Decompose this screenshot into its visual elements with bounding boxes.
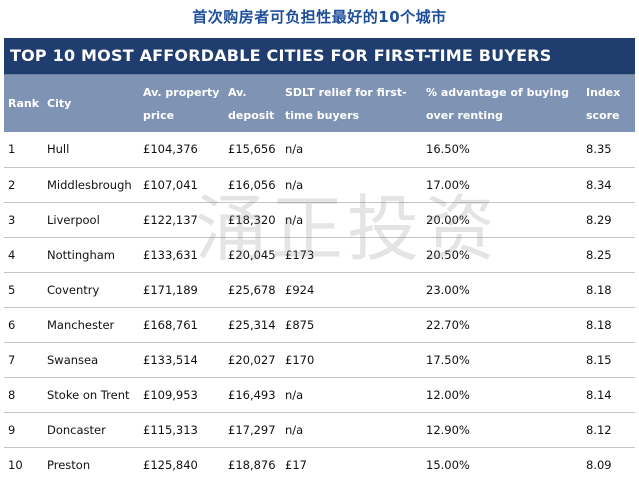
city-cell: Nottingham — [47, 247, 115, 262]
table-row: 9 Doncaster £115,313 £17,297 n/a 12.90% … — [4, 412, 635, 447]
rank-cell: 5 — [8, 282, 16, 297]
index-score-cell: 8.12 — [586, 422, 612, 437]
table-title-banner: TOP 10 MOST AFFORDABLE CITIES FOR FIRST-… — [4, 38, 635, 75]
advantage-cell: 22.70% — [426, 317, 470, 332]
table-row: 2 Middlesbrough £107,041 £16,056 n/a 17.… — [4, 167, 635, 202]
table-row: 10 Preston £125,840 £18,876 £17 15.00% 8… — [4, 447, 635, 477]
city-cell: Manchester — [47, 317, 115, 332]
index-score-cell: 8.25 — [586, 247, 612, 262]
advantage-cell: 17.00% — [426, 177, 470, 192]
affordability-table-card: TOP 10 MOST AFFORDABLE CITIES FOR FIRST-… — [4, 38, 635, 477]
index-score-cell: 8.18 — [586, 317, 612, 332]
rank-cell: 1 — [8, 142, 16, 157]
deposit-cell: £18,876 — [228, 457, 276, 472]
property-price-cell: £168,761 — [143, 317, 198, 332]
advantage-cell: 17.50% — [426, 352, 470, 367]
property-price-cell: £107,041 — [143, 177, 198, 192]
sdlt-relief-cell: n/a — [285, 212, 304, 227]
header-index-score: Index score — [586, 85, 621, 122]
deposit-cell: £25,678 — [228, 282, 276, 297]
advantage-cell: 12.00% — [426, 387, 470, 402]
deposit-cell: £16,493 — [228, 387, 276, 402]
advantage-cell: 20.50% — [426, 247, 470, 262]
rank-cell: 4 — [8, 247, 16, 262]
sdlt-relief-cell: £170 — [285, 352, 315, 367]
table-row: 4 Nottingham £133,631 £20,045 £173 20.50… — [4, 237, 635, 272]
rank-cell: 2 — [8, 177, 16, 192]
city-cell: Middlesbrough — [47, 177, 132, 192]
table-row: 7 Swansea £133,514 £20,027 £170 17.50% 8… — [4, 342, 635, 377]
advantage-cell: 23.00% — [426, 282, 470, 297]
affordability-table: Rank City Av. property price Av. deposit… — [4, 75, 635, 477]
index-score-cell: 8.29 — [586, 212, 612, 227]
property-price-cell: £115,313 — [143, 422, 198, 437]
sdlt-relief-cell: n/a — [285, 387, 304, 402]
sdlt-relief-cell: n/a — [285, 142, 304, 157]
property-price-cell: £122,137 — [143, 212, 198, 227]
header-rank: Rank — [8, 97, 40, 110]
property-price-cell: £133,631 — [143, 247, 198, 262]
table-header-row: Rank City Av. property price Av. deposit… — [4, 75, 635, 132]
rank-cell: 3 — [8, 212, 16, 227]
index-score-cell: 8.34 — [586, 177, 612, 192]
property-price-cell: £109,953 — [143, 387, 198, 402]
table-row: 8 Stoke on Trent £109,953 £16,493 n/a 12… — [4, 377, 635, 412]
advantage-cell: 20.00% — [426, 212, 470, 227]
deposit-cell: £17,297 — [228, 422, 276, 437]
city-cell: Swansea — [47, 352, 99, 367]
advantage-cell: 12.90% — [426, 422, 470, 437]
rank-cell: 8 — [8, 387, 16, 402]
city-cell: Doncaster — [47, 422, 106, 437]
rank-cell: 9 — [8, 422, 16, 437]
sdlt-relief-cell: n/a — [285, 177, 304, 192]
city-cell: Stoke on Trent — [47, 387, 130, 402]
sdlt-relief-cell: £173 — [285, 247, 315, 262]
table-row: 5 Coventry £171,189 £25,678 £924 23.00% … — [4, 272, 635, 307]
index-score-cell: 8.18 — [586, 282, 612, 297]
table-row: 3 Liverpool £122,137 £18,320 n/a 20.00% … — [4, 202, 635, 237]
header-deposit: Av. deposit — [228, 85, 275, 122]
index-score-cell: 8.09 — [586, 457, 612, 472]
table-row: 1 Hull £104,376 £15,656 n/a 16.50% 8.35 — [4, 132, 635, 167]
deposit-cell: £20,045 — [228, 247, 276, 262]
city-cell: Preston — [47, 457, 91, 472]
rank-cell: 10 — [8, 457, 23, 472]
table-row: 6 Manchester £168,761 £25,314 £875 22.70… — [4, 307, 635, 342]
header-buy-vs-rent-advantage: % advantage of buying over renting — [426, 85, 569, 122]
header-sdlt-relief: SDLT relief for first-time buyers — [285, 85, 407, 122]
deposit-cell: £20,027 — [228, 352, 276, 367]
city-cell: Coventry — [47, 282, 100, 297]
deposit-cell: £15,656 — [228, 142, 276, 157]
index-score-cell: 8.15 — [586, 352, 612, 367]
advantage-cell: 16.50% — [426, 142, 470, 157]
advantage-cell: 15.00% — [426, 457, 470, 472]
rank-cell: 7 — [8, 352, 16, 367]
sdlt-relief-cell: £17 — [285, 457, 307, 472]
header-property-price: Av. property price — [143, 85, 220, 122]
city-cell: Hull — [47, 142, 70, 157]
rank-cell: 6 — [8, 317, 16, 332]
property-price-cell: £133,514 — [143, 352, 198, 367]
sdlt-relief-cell: £924 — [285, 282, 315, 297]
page-heading: 首次购房者可负担性最好的10个城市 — [192, 8, 447, 26]
property-price-cell: £171,189 — [143, 282, 198, 297]
city-cell: Liverpool — [47, 212, 100, 227]
deposit-cell: £18,320 — [228, 212, 276, 227]
deposit-cell: £25,314 — [228, 317, 276, 332]
sdlt-relief-cell: £875 — [285, 317, 315, 332]
sdlt-relief-cell: n/a — [285, 422, 304, 437]
index-score-cell: 8.14 — [586, 387, 612, 402]
property-price-cell: £104,376 — [143, 142, 198, 157]
deposit-cell: £16,056 — [228, 177, 276, 192]
index-score-cell: 8.35 — [586, 142, 612, 157]
property-price-cell: £125,840 — [143, 457, 198, 472]
header-city: City — [47, 97, 72, 110]
